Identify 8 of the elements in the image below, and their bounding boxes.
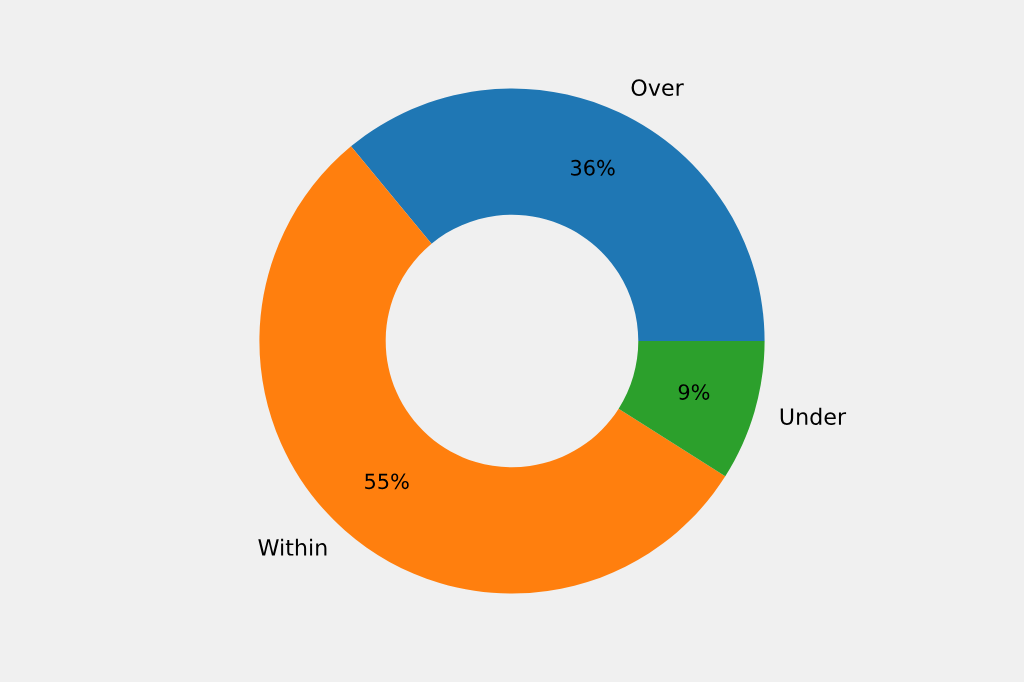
slice-label: Under: [780, 407, 847, 425]
data-label: 9%: [678, 384, 710, 400]
data-label: 55%: [365, 473, 409, 490]
donut-slice: [618, 341, 765, 477]
donut-slice: [259, 146, 726, 594]
slice-label: Over: [631, 79, 684, 97]
data-label: 36%: [571, 159, 615, 176]
slice-label: Within: [258, 538, 327, 556]
